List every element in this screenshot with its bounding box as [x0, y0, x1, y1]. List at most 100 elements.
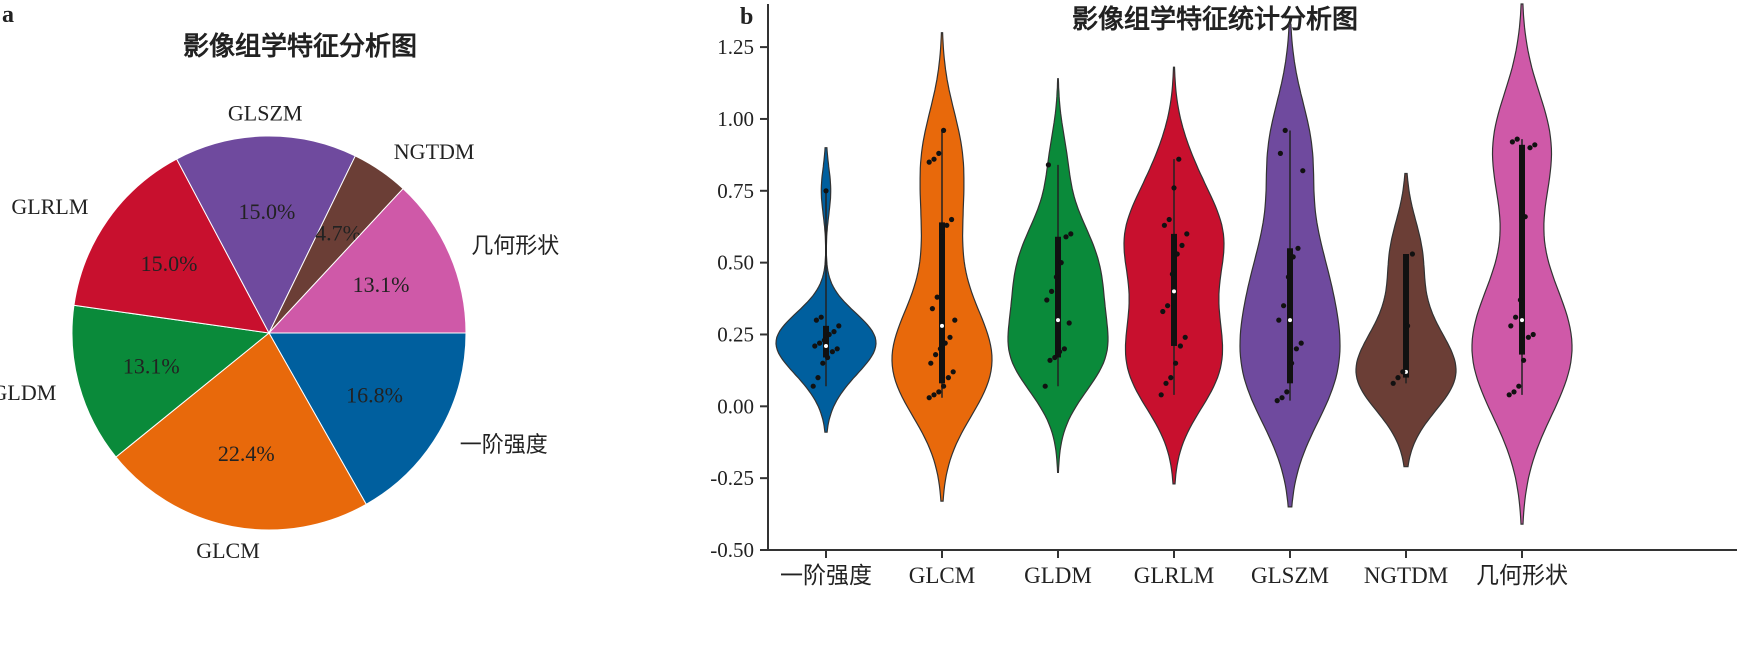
violin-point-gldm [1049, 288, 1055, 294]
violin-point-cat-6 [1511, 389, 1517, 395]
violin-point-glszm [1293, 346, 1299, 352]
violin-point-glrlm [1177, 343, 1183, 349]
violin-point-cat-6 [1516, 383, 1522, 389]
violin-point-cat-6 [1514, 136, 1520, 142]
violin-point-cat-0 [812, 343, 818, 349]
violin-point-glcm [939, 234, 945, 240]
violin-point-cat-0 [810, 383, 816, 389]
violin-point-glrlm [1168, 375, 1174, 381]
violin-point-glszm [1282, 127, 1288, 133]
pie-chart-title: 影像组学特征分析图 [183, 31, 417, 62]
violin-point-glszm [1274, 398, 1280, 404]
violin-point-glrlm [1184, 231, 1190, 237]
x-category-label-glrlm: GLRLM [1134, 563, 1215, 588]
violin-point-glrlm [1161, 222, 1167, 228]
violin-point-glcm [931, 392, 937, 398]
violin-point-gldm [1061, 346, 1067, 352]
violin-median-gldm [1056, 318, 1060, 323]
violin-point-cat-6 [1525, 334, 1531, 340]
violin-point-ngtdm [1390, 380, 1396, 386]
violin-chart: -0.50 -0.25 0.00 0.25 0.50 0.75 1.00 1.25 一阶强度 GL… [710, 3, 1737, 588]
violin-point-gldm [1066, 320, 1072, 326]
violin-point-gldm [1044, 297, 1050, 303]
violin-point-cat-6 [1522, 214, 1528, 220]
violin-point-glrlm [1176, 156, 1182, 162]
violin-point-gldm [1042, 383, 1048, 389]
violin-point-cat-6 [1527, 145, 1533, 151]
violin-point-glcm [931, 156, 937, 162]
violin-point-glcm [952, 317, 958, 323]
pie-pct-label-cat-0: 16.8% [346, 383, 403, 408]
violin-point-glcm [949, 216, 955, 223]
violin-point-glszm [1277, 150, 1283, 156]
y-tick-label: 1.00 [717, 107, 754, 131]
violin-point-glszm [1289, 360, 1295, 366]
violin-point-glcm [941, 127, 947, 133]
violin-point-gldm [1047, 357, 1053, 363]
violin-point-glrlm [1174, 251, 1180, 257]
pie-slice-glcm [115, 332, 367, 531]
violin-box-ngtdm [1403, 254, 1409, 378]
pie-pct-label-cat-6: 13.1% [353, 272, 410, 297]
pie-slice-cat-6 [267, 187, 467, 334]
violin-point-ngtdm [1405, 323, 1411, 329]
x-category-label-ngtdm: NGTDM [1364, 563, 1448, 588]
violin-median-cat-6 [1520, 318, 1524, 323]
pie-chart: 16.8% 一阶强度 22.4% GLCM 13.1% GLDM 15.0% GLRLM 15.… [0, 100, 559, 562]
pie-pct-label-glcm: 22.4% [218, 441, 275, 466]
violin-point-glcm [950, 369, 956, 375]
pie-category-label-ngtdm: NGTDM [394, 139, 475, 164]
violin-point-glcm [945, 375, 952, 381]
violin-median-glrlm [1172, 289, 1176, 294]
violin-median-cat-0 [824, 343, 828, 348]
violin-point-ngtdm [1409, 251, 1415, 257]
violin-point-glcm [947, 334, 953, 340]
y-tick-label: -0.50 [710, 538, 754, 562]
violin-point-glcm [934, 294, 940, 300]
violin-point-glcm [942, 340, 948, 346]
x-category-label-glcm: GLCM [909, 563, 975, 588]
pie-slice-glrlm [73, 158, 270, 334]
violin-point-glrlm [1160, 308, 1166, 315]
pie-category-label-glrlm: GLRLM [11, 194, 88, 219]
violin-point-glszm [1295, 245, 1301, 251]
violin-box-glszm [1287, 248, 1293, 384]
violin-point-glcm [929, 306, 936, 312]
violin-point-glszm [1290, 254, 1296, 260]
violin-point-cat-6 [1513, 314, 1519, 320]
violin-point-glcm [933, 352, 939, 358]
panel-label-a: a [2, 2, 14, 28]
pie-slice-gldm [71, 304, 271, 458]
pie-pct-label-glrlm: 15.0% [141, 251, 198, 276]
pie-slice-glszm [175, 135, 356, 335]
violin-box-gldm [1055, 236, 1061, 358]
violin-point-cat-0 [831, 329, 837, 335]
violin-point-glcm [941, 383, 947, 389]
y-tick-label: 0.50 [717, 251, 754, 275]
y-tick-label: 0.75 [717, 179, 754, 203]
y-tick-label: 1.25 [717, 35, 754, 59]
violin-point-cat-0 [825, 354, 831, 361]
violin-point-cat-0 [834, 346, 840, 352]
violin-point-glcm [944, 222, 950, 228]
y-tick-label: 0.25 [717, 322, 754, 346]
pie-category-label-glcm: GLCM [196, 538, 260, 563]
violin-point-cat-0 [820, 360, 826, 366]
violin-point-gldm [1045, 162, 1051, 168]
violin-box-cat-6 [1519, 144, 1525, 355]
y-tick-label: 0.00 [717, 394, 754, 418]
violin-median-glcm [940, 323, 944, 328]
violin-point-cat-6 [1509, 139, 1515, 145]
violin-point-glcm [936, 150, 942, 156]
violin-point-cat-0 [829, 349, 836, 355]
violin-point-cat-6 [1530, 331, 1536, 338]
violin-point-glszm [1276, 317, 1282, 323]
x-category-label-cat-6: 几何形状 [1476, 563, 1568, 588]
violin-point-gldm [1063, 234, 1069, 240]
violin-point-gldm [1068, 231, 1074, 237]
violin-point-cat-0 [821, 337, 828, 343]
violin-point-gldm [1057, 349, 1063, 355]
violin-point-cat-0 [826, 331, 832, 338]
x-category-label-cat-0: 一阶强度 [780, 563, 872, 588]
